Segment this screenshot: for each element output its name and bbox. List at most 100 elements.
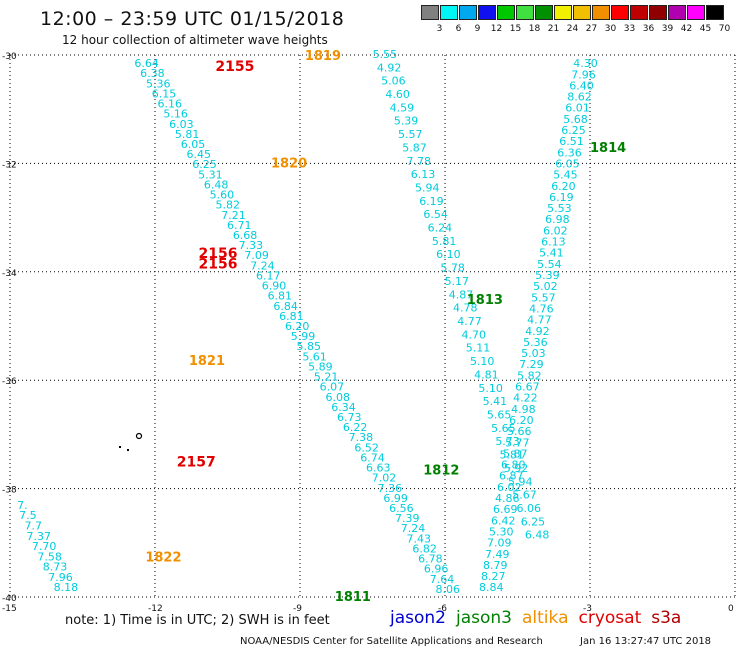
chart-title: 12:00 – 23:59 UTC 01/15/2018: [40, 8, 345, 30]
swh-value: 6.96: [424, 563, 449, 576]
lat-label: -30: [2, 52, 17, 62]
swh-value: 6.81: [279, 310, 304, 323]
swh-value: 6.13: [541, 236, 566, 249]
swh-value: 6.78: [418, 553, 443, 566]
swh-value: 5.03: [521, 347, 546, 360]
swh-value: 7.96: [571, 68, 596, 81]
lon-label: -12: [148, 604, 163, 614]
satellite-legend-item: jason3: [456, 608, 512, 628]
swh-value: 6.64: [134, 57, 159, 70]
color-swatch: [706, 5, 724, 20]
swh-value: 6.22: [343, 421, 368, 434]
lon-label: -15: [2, 604, 17, 614]
swh-value: 5.85: [297, 340, 322, 353]
color-scale-label: 12: [490, 24, 503, 34]
swh-value: 5.78: [440, 262, 465, 275]
swh-value: 5.61: [302, 350, 327, 363]
swh-value: 4.59: [390, 101, 415, 114]
swh-value: 5.11: [466, 342, 491, 355]
lon-label: -3: [583, 604, 592, 614]
swh-value: 6.19: [419, 195, 444, 208]
swh-value: 6.08: [325, 391, 350, 404]
swh-value: 5.36: [146, 77, 171, 90]
swh-value: 4.76: [529, 302, 554, 315]
swh-value: 5.94: [415, 181, 440, 194]
color-swatch: [592, 5, 610, 20]
island-mark: [119, 446, 121, 448]
swh-value: 6.34: [331, 401, 356, 414]
swh-value: 6.02: [497, 481, 522, 494]
swh-value: 6.20: [509, 414, 534, 427]
swh-value: 6.51: [559, 135, 584, 148]
swh-value: 5.60: [210, 189, 235, 202]
color-swatch: [535, 5, 553, 20]
swh-value: 6.15: [152, 87, 177, 100]
swh-value: 6.48: [525, 529, 550, 542]
swh-value: 7.39: [395, 512, 420, 525]
swh-value: 5.87: [402, 141, 427, 154]
swh-value: 5.54: [537, 258, 562, 271]
swh-value: 5.68: [563, 113, 588, 126]
satellite-legend-item: jason2: [390, 608, 446, 628]
swh-value: 6.25: [192, 158, 217, 171]
swh-value: 4.81: [474, 368, 499, 381]
swh-value: 8.84: [479, 581, 504, 594]
credit-line: NOAA/NESDIS Center for Satellite Applica…: [240, 636, 543, 647]
swh-value: 7.96: [48, 571, 73, 584]
swh-value: 5.53: [547, 202, 572, 215]
color-scale-label: 70: [718, 24, 731, 34]
swh-value: 5.81: [500, 449, 525, 462]
time-label: 2156: [199, 246, 238, 262]
color-scale-label: 21: [547, 24, 560, 34]
swh-value: 4.92: [525, 325, 550, 338]
footnote: note: 1) Time is in UTC; 2) SWH is in fe…: [65, 613, 330, 628]
swh-value: 5.31: [198, 168, 223, 181]
color-scale-label: 39: [661, 24, 674, 34]
swh-value: 7.09: [487, 537, 512, 550]
swh-value: 6.25: [521, 515, 546, 528]
swh-value: 6.74: [360, 451, 385, 464]
swh-value: 5.36: [523, 336, 548, 349]
color-swatch: [516, 5, 534, 20]
color-swatch: [687, 5, 705, 20]
swh-value: 6.87: [499, 470, 524, 483]
swh-value: 6.84: [273, 300, 298, 313]
lat-label: -40: [2, 594, 17, 604]
color-swatch: [668, 5, 686, 20]
swh-value: 5.39: [535, 269, 560, 282]
swh-value: 7.78: [407, 155, 432, 168]
color-scale-label: 42: [680, 24, 693, 34]
satellite-legend-item: cryosat: [578, 608, 642, 628]
lon-label: -9: [293, 604, 302, 614]
lon-label: -6: [438, 604, 447, 614]
color-swatch: [611, 5, 629, 20]
swh-value: 4.70: [461, 328, 486, 341]
time-label: 2155: [215, 59, 254, 75]
swh-value: 6.42: [491, 514, 516, 527]
swh-value: 6.36: [557, 146, 582, 159]
time-label: 1814: [590, 141, 626, 156]
swh-value: 8.79: [483, 559, 508, 572]
swh-value: 7.02: [372, 472, 397, 485]
swh-value: 6.80: [501, 459, 526, 472]
swh-value: 6.69: [493, 503, 518, 516]
swh-value: 5.57: [398, 128, 423, 141]
swh-value: 8.73: [43, 561, 68, 574]
lat-label: -38: [2, 486, 17, 496]
lat-label: -32: [2, 160, 17, 170]
lon-label: 0: [728, 604, 734, 614]
color-scale-label: 9: [474, 24, 481, 34]
swh-value: 5.10: [470, 355, 495, 368]
swh-value: 6.98: [545, 213, 570, 226]
time-label: 2156: [199, 257, 238, 273]
swh-value: 6.73: [337, 411, 362, 424]
swh-value: 7.33: [239, 239, 264, 252]
swh-value: 5.94: [508, 475, 533, 488]
swh-value: 5.77: [505, 436, 530, 449]
swh-value: 7.36: [378, 482, 403, 495]
swh-value: 6.54: [423, 208, 448, 221]
color-scale-label: 3: [436, 24, 443, 34]
swh-value: 6.07: [320, 381, 345, 394]
swh-value: 5.92: [504, 462, 529, 475]
